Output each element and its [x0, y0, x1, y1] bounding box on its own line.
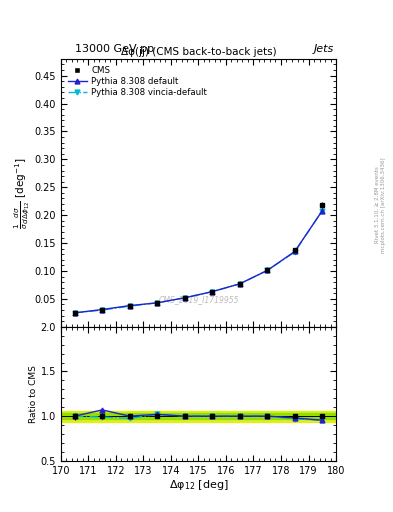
Text: 13000 GeV pp: 13000 GeV pp	[75, 44, 154, 54]
Text: Rivet 3.1.10, ≥ 2.8M events: Rivet 3.1.10, ≥ 2.8M events	[375, 166, 380, 243]
Legend: CMS, Pythia 8.308 default, Pythia 8.308 vincia-default: CMS, Pythia 8.308 default, Pythia 8.308 …	[65, 63, 209, 100]
Text: Jets: Jets	[314, 44, 334, 54]
Text: mcplots.cern.ch [arXiv:1306.3436]: mcplots.cern.ch [arXiv:1306.3436]	[381, 157, 386, 252]
Text: CMS_2019_I1719955: CMS_2019_I1719955	[158, 295, 239, 305]
Y-axis label: Ratio to CMS: Ratio to CMS	[29, 365, 38, 423]
X-axis label: Δφ$_{12}$ [deg]: Δφ$_{12}$ [deg]	[169, 478, 228, 493]
Y-axis label: $\frac{1}{\sigma}\frac{d\sigma}{d\Delta\phi_{12}}$ [deg$^{-1}$]: $\frac{1}{\sigma}\frac{d\sigma}{d\Delta\…	[12, 157, 32, 229]
Title: Δφ(jj) (CMS back-to-back jets): Δφ(jj) (CMS back-to-back jets)	[121, 47, 276, 57]
